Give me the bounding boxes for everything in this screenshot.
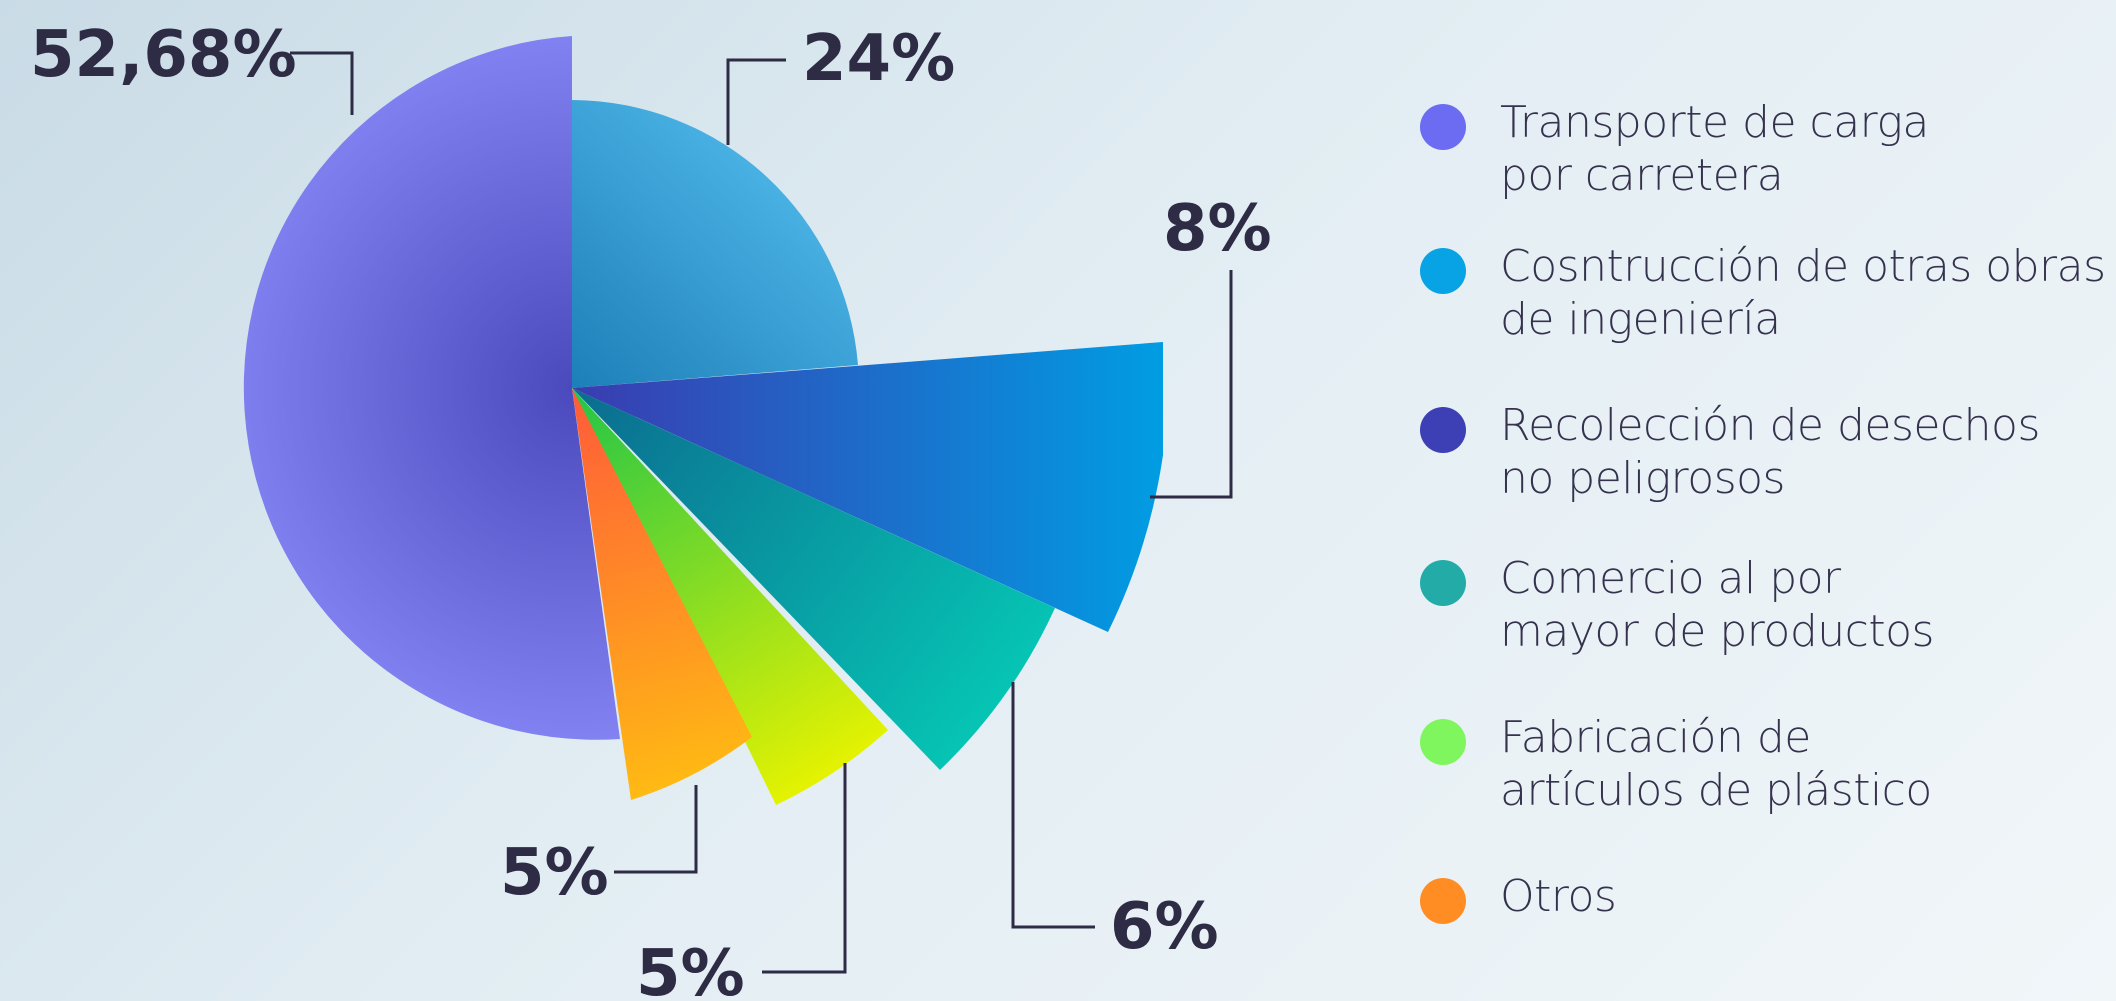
legend-item-construccion: Cosntrucción de otras obras de ingenierí… bbox=[1420, 240, 2106, 346]
legend-dot bbox=[1420, 407, 1466, 453]
legend-item-plastico: Fabricación de artículos de plástico bbox=[1420, 711, 2106, 817]
legend-item-transporte: Transporte de carga por carretera bbox=[1420, 96, 2106, 202]
leader-construccion bbox=[726, 58, 786, 145]
legend-item-otros: Otros bbox=[1420, 870, 2106, 924]
legend-dot bbox=[1420, 104, 1466, 150]
leader-recoleccion bbox=[1150, 270, 1233, 499]
legend-label: Cosntrucción de otras obras de ingenierí… bbox=[1500, 241, 2106, 345]
label-construccion: 24% bbox=[802, 22, 955, 96]
legend-label: Recolección de desechos no peligrosos bbox=[1500, 400, 2040, 504]
leader-transporte bbox=[290, 51, 354, 115]
slice-plastico bbox=[572, 388, 888, 805]
slice-construccion bbox=[572, 100, 858, 388]
leader-plastico bbox=[762, 763, 847, 974]
legend-item-comercio: Comercio al por mayor de productos bbox=[1420, 552, 2106, 658]
slice-otros bbox=[572, 388, 752, 800]
legend-dot bbox=[1420, 878, 1466, 924]
label-transporte: 52,68% bbox=[30, 18, 297, 92]
legend-dot bbox=[1420, 560, 1466, 606]
legend-label: Otros bbox=[1500, 871, 1617, 922]
legend-dot bbox=[1420, 248, 1466, 294]
slice-recoleccion bbox=[572, 342, 1163, 632]
label-recoleccion: 8% bbox=[1163, 192, 1272, 266]
slice-comercio bbox=[572, 388, 1055, 770]
legend-dot bbox=[1420, 719, 1466, 765]
legend-label: Comercio al por mayor de productos bbox=[1500, 553, 1934, 657]
leader-comercio bbox=[1011, 682, 1095, 929]
label-plastico: 5% bbox=[636, 937, 745, 1001]
leader-otros bbox=[614, 785, 698, 874]
legend-label: Transporte de carga por carretera bbox=[1500, 97, 1929, 201]
label-otros: 5% bbox=[500, 836, 609, 910]
legend: Transporte de carga por carretera Cosntr… bbox=[1420, 96, 2106, 924]
label-comercio: 6% bbox=[1110, 890, 1219, 964]
legend-item-recoleccion: Recolección de desechos no peligrosos bbox=[1420, 399, 2106, 505]
legend-label: Fabricación de artículos de plástico bbox=[1500, 712, 1932, 816]
slice-transporte bbox=[243, 36, 620, 740]
